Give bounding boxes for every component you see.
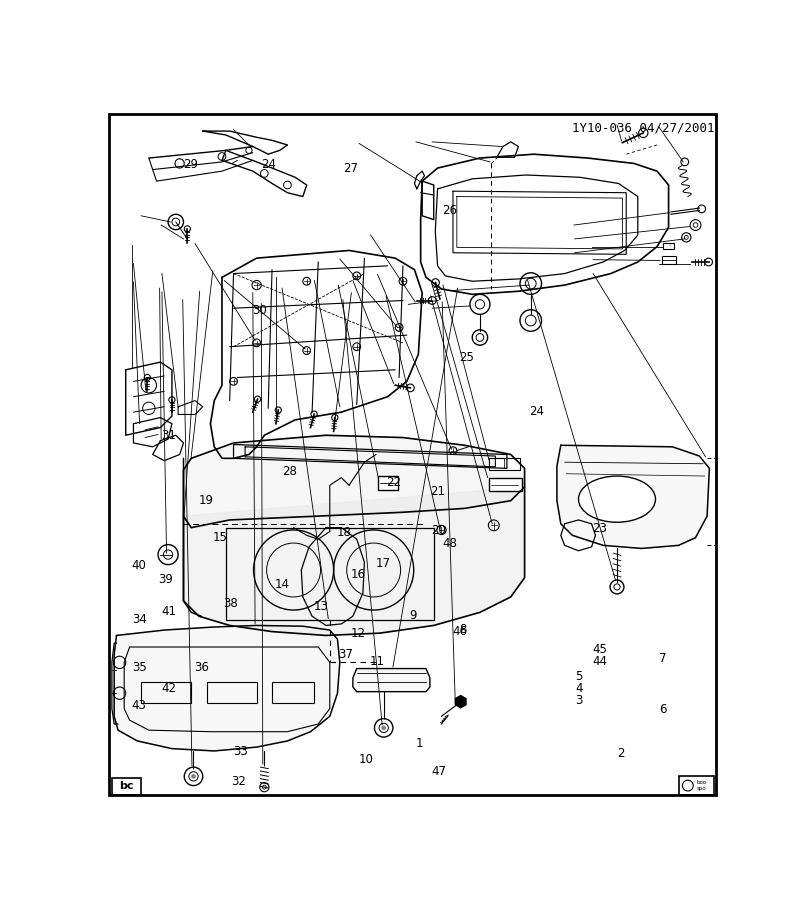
Text: 1Y10-036 04/27/2001: 1Y10-036 04/27/2001 xyxy=(572,122,715,135)
Text: 7: 7 xyxy=(658,652,667,665)
Bar xyxy=(489,458,520,470)
Text: 5: 5 xyxy=(575,670,582,683)
Text: spo: spo xyxy=(697,787,707,791)
Text: 18: 18 xyxy=(337,526,352,538)
Text: 34: 34 xyxy=(132,613,147,626)
Circle shape xyxy=(191,774,196,778)
Text: 19: 19 xyxy=(199,494,213,508)
Text: 24: 24 xyxy=(529,405,544,418)
Text: 30: 30 xyxy=(253,304,267,317)
Text: 17: 17 xyxy=(375,557,390,571)
Text: 6: 6 xyxy=(658,703,667,716)
Text: 11: 11 xyxy=(369,654,384,668)
Polygon shape xyxy=(557,446,709,548)
Text: 36: 36 xyxy=(194,662,209,674)
Text: 43: 43 xyxy=(132,699,147,712)
Text: 41: 41 xyxy=(162,606,176,618)
Text: 44: 44 xyxy=(592,654,607,668)
Text: 38: 38 xyxy=(224,597,238,610)
Text: 12: 12 xyxy=(350,626,365,640)
Text: 47: 47 xyxy=(431,765,446,778)
Text: 48: 48 xyxy=(442,536,457,550)
Polygon shape xyxy=(455,695,467,708)
Text: 20: 20 xyxy=(431,524,446,537)
Text: 2: 2 xyxy=(617,747,625,760)
Bar xyxy=(112,778,141,795)
Text: 9: 9 xyxy=(410,609,417,623)
Text: 44: 44 xyxy=(669,245,671,246)
Text: 32: 32 xyxy=(231,775,246,788)
Bar xyxy=(489,478,522,491)
Text: 26: 26 xyxy=(442,204,457,217)
Text: 22: 22 xyxy=(386,476,402,489)
Text: bc: bc xyxy=(119,781,134,791)
Text: 25: 25 xyxy=(459,351,474,364)
Text: 10: 10 xyxy=(359,753,374,766)
Polygon shape xyxy=(353,669,430,692)
Text: 8: 8 xyxy=(459,623,466,635)
Polygon shape xyxy=(184,487,525,635)
Text: 46: 46 xyxy=(453,625,468,638)
Polygon shape xyxy=(184,436,525,527)
Bar xyxy=(207,681,257,703)
Bar xyxy=(272,681,315,703)
Bar xyxy=(679,777,714,795)
Text: 40: 40 xyxy=(132,559,147,572)
Bar xyxy=(378,476,398,490)
Text: 23: 23 xyxy=(592,522,607,536)
Text: 35: 35 xyxy=(132,662,147,674)
Text: 29: 29 xyxy=(184,158,198,171)
Text: 27: 27 xyxy=(343,163,358,176)
Text: 33: 33 xyxy=(233,744,248,758)
Text: 15: 15 xyxy=(213,531,228,544)
Text: 4: 4 xyxy=(575,682,583,695)
Text: 28: 28 xyxy=(283,465,297,478)
Text: boo: boo xyxy=(696,780,707,785)
Text: 16: 16 xyxy=(350,568,365,580)
Text: 21: 21 xyxy=(430,485,445,498)
Text: 24: 24 xyxy=(261,158,275,171)
Text: 14: 14 xyxy=(275,579,289,591)
Text: 31: 31 xyxy=(162,429,176,442)
Bar xyxy=(141,681,192,703)
Text: 13: 13 xyxy=(313,600,328,614)
Text: 1: 1 xyxy=(415,737,423,750)
Polygon shape xyxy=(114,626,340,751)
Text: 39: 39 xyxy=(159,572,173,586)
Text: 45: 45 xyxy=(592,644,607,656)
Text: |: | xyxy=(503,459,506,468)
Bar xyxy=(662,256,675,264)
Text: 37: 37 xyxy=(338,648,353,661)
Text: 42: 42 xyxy=(162,682,176,695)
Bar xyxy=(663,243,674,249)
Circle shape xyxy=(382,725,386,730)
Ellipse shape xyxy=(579,476,655,522)
Text: 3: 3 xyxy=(575,694,582,707)
